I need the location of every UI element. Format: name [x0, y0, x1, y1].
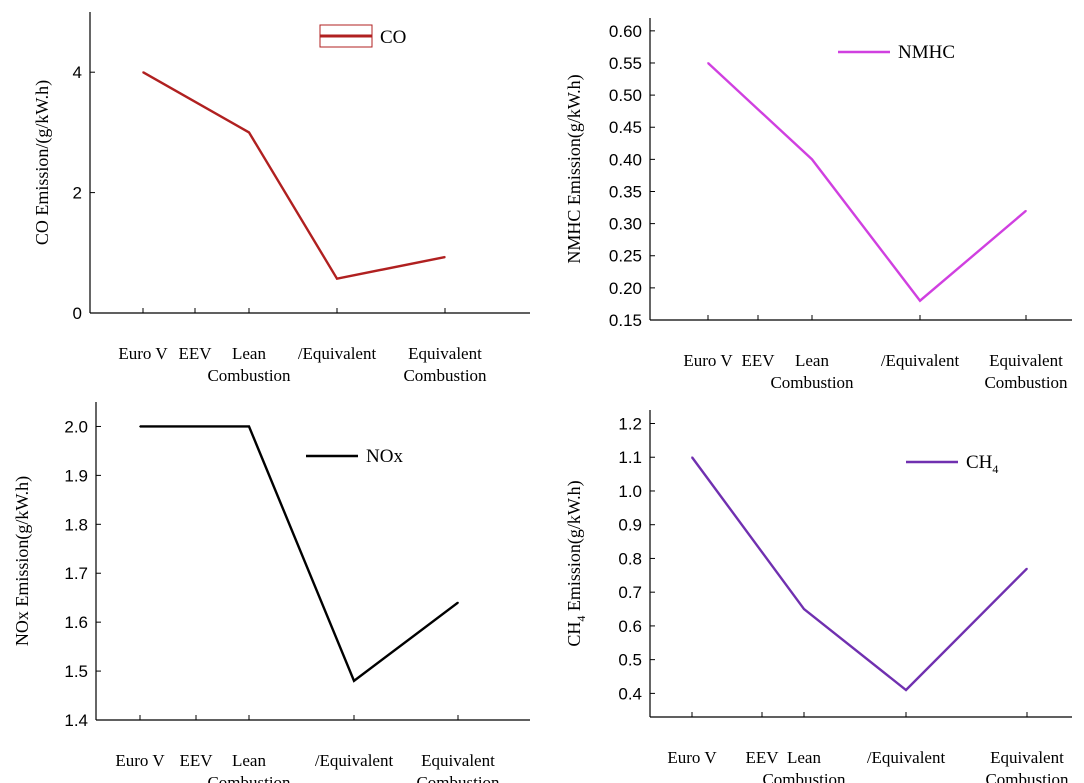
co-legend-label: CO — [380, 27, 406, 48]
nox-y-tick-label: 1.8 — [64, 515, 88, 534]
nox-y-tick-label: 2.0 — [64, 417, 88, 436]
ch4-data-point — [905, 689, 907, 691]
co-series-line — [142, 71, 446, 281]
nmhc-series-line — [707, 62, 1027, 303]
nox-x-tick-label: Combustion — [416, 773, 500, 783]
co-x-tick-label: Lean — [232, 344, 266, 363]
nmhc-x-tick-label: Lean — [795, 351, 829, 370]
ch4-series-line — [691, 456, 1028, 692]
co-y-tick-label: 4 — [73, 63, 82, 82]
ch4-x-tick-label: Combustion — [762, 770, 846, 783]
co-x-tick-label: Combustion — [207, 366, 291, 385]
co-y-tick-label: 0 — [73, 304, 82, 323]
co-y-tick-label: 2 — [73, 184, 82, 203]
ch4-x-tick-label: Lean — [787, 748, 821, 767]
nmhc-y-tick-label: 0.50 — [609, 86, 642, 105]
co-x-tick-label: Equivalent — [408, 344, 482, 363]
nmhc-x-tick-label: EEV — [741, 351, 775, 370]
ch4-x-tick-label: Euro V — [667, 748, 717, 767]
nmhc-y-tick-label: 0.60 — [609, 22, 642, 41]
co-data-point — [248, 131, 250, 134]
nox-series-line — [140, 425, 459, 683]
nox-x-tick-label: Equivalent — [421, 751, 495, 770]
ch4-y-tick-label: 0.9 — [618, 516, 642, 535]
nmhc-x-tick-label: Combustion — [770, 373, 854, 392]
ch4-y-tick-label: 1.2 — [618, 414, 642, 433]
nox-legend-label: NOx — [366, 446, 403, 467]
ch4-x-tick-label: Combustion — [985, 770, 1069, 783]
chart-co-svg: 0 2 4 Euro V EEV Lean Combustion/Equivalent Equ… — [32, 12, 530, 385]
co-x-tick-label: Euro V — [118, 344, 168, 363]
ch4-y-tick-label: 0.6 — [618, 617, 642, 636]
ch4-data-point — [691, 456, 693, 459]
nmhc-y-tick-label: 0.30 — [609, 215, 642, 234]
ch4-x-tick-label: Equivalent — [990, 748, 1064, 767]
nox-x-tick-label: Lean — [232, 751, 266, 770]
ch4-x-tick-label: /Equivalent — [867, 748, 946, 767]
ch4-y-tick-label: 0.5 — [618, 651, 642, 670]
ch4-y-axis-label: CH4 Emission(g/kW.h) — [564, 480, 588, 646]
co-x-tick-label: /Equivalent — [298, 344, 377, 363]
co-data-point — [444, 256, 446, 258]
nox-y-tick-label: 1.5 — [64, 662, 88, 681]
ch4-y-tick-label: 1.0 — [618, 482, 642, 501]
chart-nmhc-svg: 0.15 0.20 0.25 0.30 0.35 0.40 0.45 0.50 0.55 0.60… — [564, 18, 1072, 392]
nmhc-legend-label: NMHC — [898, 42, 955, 63]
nox-y-tick-label: 1.7 — [64, 564, 88, 583]
chart-nmhc: 0.15 0.20 0.25 0.30 0.35 0.40 0.45 0.50 0.55 0.60… — [542, 0, 1084, 392]
nmhc-y-tick-label: 0.20 — [609, 279, 642, 298]
ch4-y-tick-label: 1.1 — [618, 448, 642, 467]
nox-data-point — [353, 680, 355, 682]
ch4-y-tick-label: 0.7 — [618, 583, 642, 602]
nox-x-tick-label: /Equivalent — [315, 751, 394, 770]
ch4-x-tick-label: EEV — [745, 748, 779, 767]
nmhc-data-point — [919, 299, 921, 302]
nmhc-y-tick-label: 0.45 — [609, 118, 642, 137]
nox-y-tick-label: 1.6 — [64, 613, 88, 632]
chart-nox-svg: 1.4 1.5 1.6 1.7 1.8 1.9 2.0 Euro V EEV Lean Combus… — [12, 402, 530, 783]
chart-ch4: 0.4 0.5 0.6 0.7 0.8 0.9 1.0 1.1 1.2 Euro V EEV Lean… — [542, 392, 1084, 783]
nox-y-tick-label: 1.4 — [64, 711, 88, 730]
nox-x-tick-label: Euro V — [115, 751, 165, 770]
nox-data-point — [248, 425, 250, 428]
ch4-data-point — [1026, 567, 1028, 570]
chart-nox: 1.4 1.5 1.6 1.7 1.8 1.9 2.0 Euro V EEV Lean Combus… — [0, 392, 542, 783]
nmhc-x-tick-label: Equivalent — [989, 351, 1063, 370]
nox-y-tick-label: 1.9 — [64, 466, 88, 485]
nmhc-data-point — [811, 158, 813, 161]
nox-x-tick-label: EEV — [179, 751, 213, 770]
nmhc-data-point — [1025, 209, 1027, 212]
co-data-point — [142, 71, 144, 73]
chart-co: 0 2 4 Euro V EEV Lean Combustion/Equivalent Equ… — [0, 0, 542, 392]
nmhc-x-tick-label: Combustion — [984, 373, 1068, 392]
ch4-y-tick-label: 0.8 — [618, 549, 642, 568]
nmhc-y-tick-label: 0.35 — [609, 182, 642, 201]
co-y-axis-label: CO Emission/(g/kW.h) — [32, 80, 53, 245]
nmhc-y-axis-label: NMHC Emission(g/kW.h) — [564, 74, 585, 263]
ch4-legend-label: CH4 — [966, 452, 998, 476]
co-data-point — [336, 277, 338, 280]
nmhc-y-tick-label: 0.55 — [609, 54, 642, 73]
nmhc-y-tick-label: 0.15 — [609, 311, 642, 330]
co-legend-box — [319, 24, 373, 37]
nmhc-y-tick-label: 0.25 — [609, 247, 642, 266]
nmhc-x-tick-label: Euro V — [683, 351, 733, 370]
chart-ch4-svg: 0.4 0.5 0.6 0.7 0.8 0.9 1.0 1.1 1.2 Euro V EEV Lean… — [564, 410, 1072, 783]
nox-data-point — [139, 425, 141, 428]
nox-x-tick-label: Combustion — [207, 773, 291, 783]
nmhc-data-point — [707, 62, 709, 64]
nmhc-y-tick-label: 0.40 — [609, 150, 642, 169]
ch4-y-tick-label: 0.4 — [618, 684, 642, 703]
co-x-tick-label: Combustion — [403, 366, 487, 385]
co-x-tick-label: EEV — [178, 344, 212, 363]
nox-y-axis-label: NOx Emission(g/kW.h) — [12, 476, 33, 646]
nox-data-point — [457, 601, 459, 604]
co-legend-box-lower — [319, 35, 373, 48]
ch4-data-point — [803, 608, 805, 610]
nmhc-x-tick-label: /Equivalent — [881, 351, 960, 370]
